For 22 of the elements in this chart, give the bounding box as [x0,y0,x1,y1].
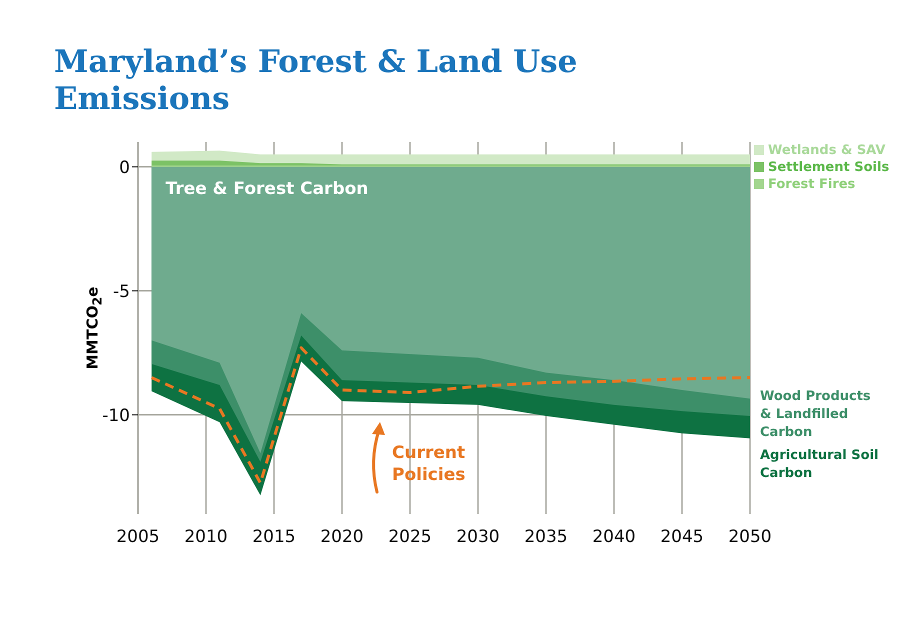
y-tick-label: 0 [119,158,130,178]
legend-label: Forest Fires [768,176,856,192]
x-tick-label: 2030 [456,527,500,548]
chart-title: Maryland’s Forest & Land Use Emissions [54,44,578,118]
x-tick-label: 2045 [660,527,704,548]
x-tick-label: 2010 [184,527,228,548]
series-label: Tree & Forest Carbon [166,178,368,199]
x-tick-label: 2015 [252,527,296,548]
y-tick-label: -10 [102,406,130,426]
x-tick-label: 2005 [116,527,160,548]
x-tick-label: 2035 [524,527,568,548]
text: Current Policies [392,442,466,486]
series-label: Agricultural Soil Carbon [760,447,880,483]
series-label: Wood Products & Landfilled Carbon [760,388,872,442]
x-tick-label: 2040 [592,527,636,548]
legend-label: Settlement Soils [768,160,890,175]
x-tick-label: 2025 [388,527,432,548]
x-tick-label: 2050 [728,527,772,548]
legend-label: Wetlands & SAV [768,142,886,158]
x-tick-label: 2020 [320,527,364,548]
line-series [150,346,750,484]
y-tick-label: -5 [113,282,130,302]
